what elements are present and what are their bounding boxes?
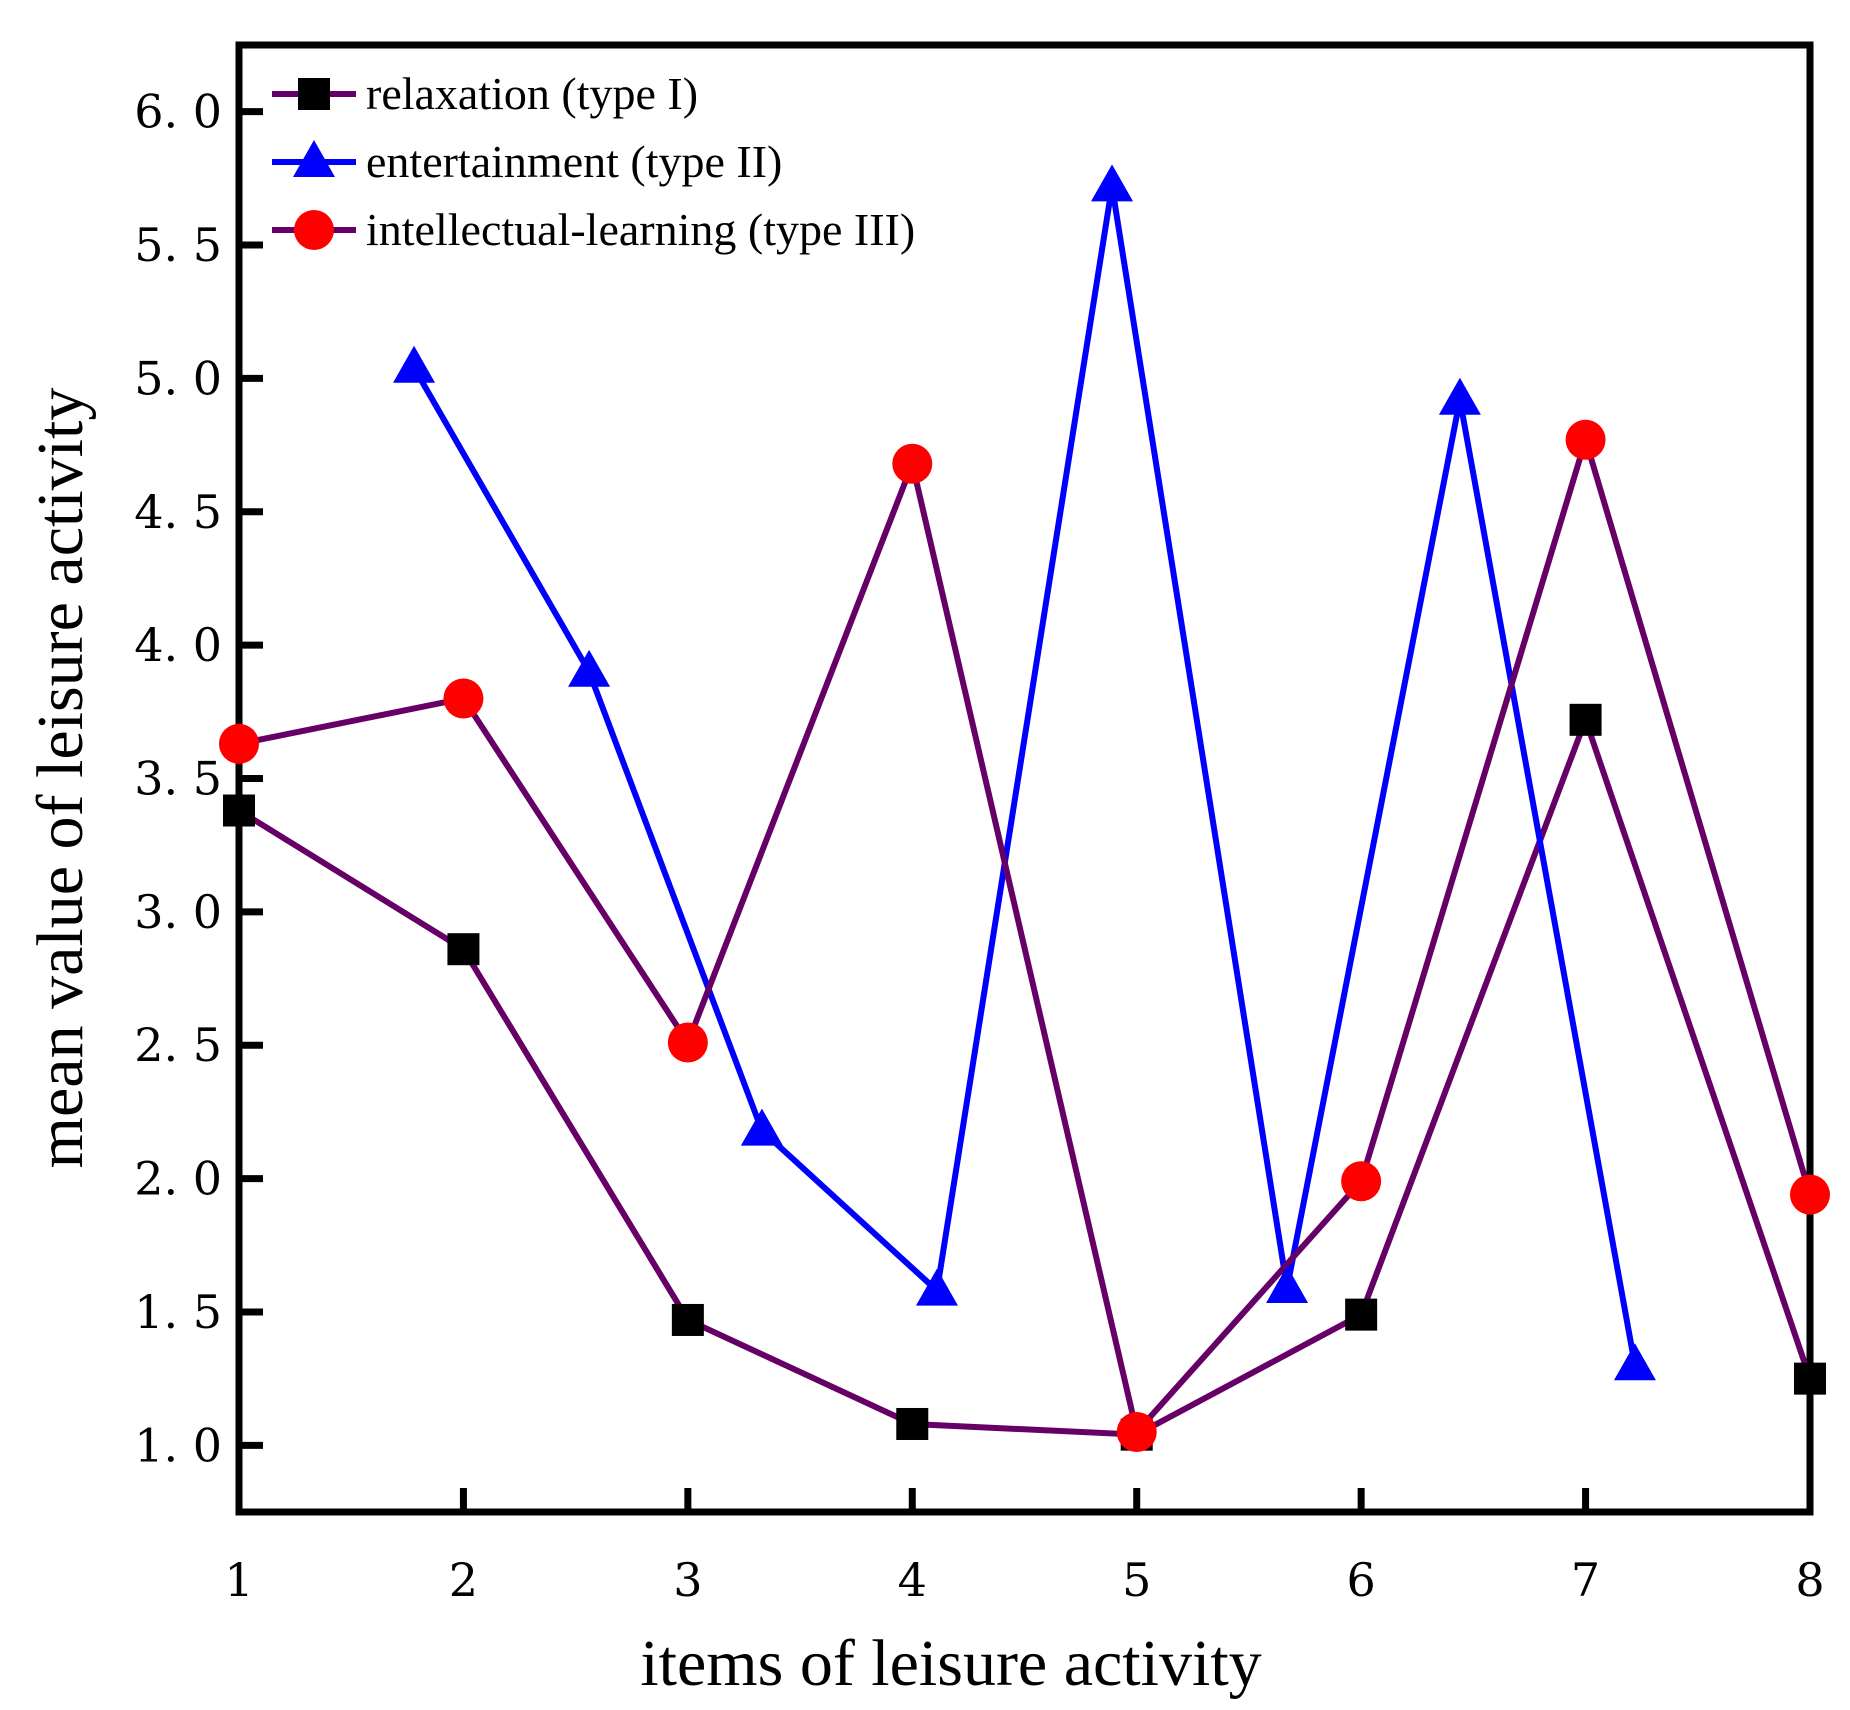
legend-item-relaxation: relaxation (type I) (272, 68, 698, 119)
x-tick-label: 1 (224, 1553, 253, 1607)
legend-item-entertainment: entertainment (type II) (272, 136, 782, 187)
legend-marker (293, 140, 335, 177)
y-tick-label: 3. 0 (134, 885, 222, 939)
legend-marker (294, 210, 334, 250)
x-tick-label: 7 (1571, 1553, 1600, 1607)
entertainment-point (1613, 1343, 1656, 1381)
intellectual-learning-point (1341, 1161, 1382, 1202)
entertainment-line (411, 185, 1638, 1366)
y-axis-ticks: 1. 0 1. 5 2. 0 2. 5 3. 0 3. 5 4. 0 4. 5 5. 0 5. 5… (134, 85, 263, 1472)
y-axis-title: mean value of leisure activity (24, 388, 97, 1169)
intellectual-learning-point (1565, 419, 1606, 460)
relaxation-point (447, 933, 480, 966)
relaxation-point (896, 1407, 929, 1440)
entertainment-point (915, 1268, 958, 1306)
entertainment-point (568, 649, 611, 687)
entertainment-point (1438, 377, 1481, 415)
x-axis-title: items of leisure activity (640, 1627, 1261, 1700)
y-tick-label: 4. 0 (134, 618, 222, 672)
legend-label: entertainment (type II) (366, 136, 782, 187)
legend-label: relaxation (type I) (366, 68, 698, 119)
y-tick-label: 2. 5 (134, 1018, 222, 1072)
series-markers (219, 164, 1830, 1452)
legend-item-intellectual-learning: intellectual-learning (type III) (272, 204, 915, 255)
entertainment-point (393, 345, 436, 383)
y-tick-label: 2. 0 (134, 1152, 222, 1206)
intellectual-learning-point (1116, 1411, 1157, 1452)
relaxation-point (223, 794, 255, 827)
intellectual-learning-point (1790, 1174, 1830, 1215)
x-tick-label: 8 (1795, 1553, 1824, 1607)
entertainment-point (740, 1108, 783, 1146)
plot-frame (235, 41, 1814, 1516)
y-tick-label: 4. 5 (134, 485, 222, 539)
intellectual-learning-point (219, 723, 259, 764)
x-axis-ticks: 1 2 3 4 5 6 7 8 (224, 1488, 1825, 1607)
entertainment-point (1091, 164, 1134, 202)
legend-label: intellectual-learning (type III) (366, 204, 915, 255)
x-tick-label: 5 (1122, 1553, 1151, 1607)
intellectual-learning-point (667, 1022, 708, 1063)
x-tick-label: 4 (898, 1553, 927, 1607)
intellectual-learning-point (443, 678, 484, 719)
relaxation-point (1569, 703, 1602, 736)
y-tick-label: 3. 5 (134, 752, 222, 806)
intellectual-learning-line (238, 429, 1813, 1439)
y-tick-label: 5. 0 (134, 351, 222, 405)
series-lines (237, 185, 1813, 1439)
intellectual-learning-point (892, 443, 933, 484)
y-tick-label: 1. 0 (134, 1418, 222, 1472)
y-tick-label: 6. 0 (134, 85, 222, 139)
y-tick-label: 1. 5 (134, 1285, 222, 1339)
y-tick-label: 5. 5 (134, 218, 222, 272)
relaxation-point (671, 1303, 704, 1336)
entertainment-point (1266, 1265, 1309, 1303)
relaxation-point (1794, 1362, 1826, 1395)
legend: relaxation (type I) entertainment (type I… (272, 68, 915, 255)
x-tick-label: 2 (449, 1553, 478, 1607)
relaxation-line (237, 710, 1813, 1438)
x-tick-label: 6 (1347, 1553, 1376, 1607)
x-tick-label: 3 (673, 1553, 702, 1607)
legend-marker (298, 78, 330, 110)
relaxation-point (1345, 1298, 1378, 1331)
